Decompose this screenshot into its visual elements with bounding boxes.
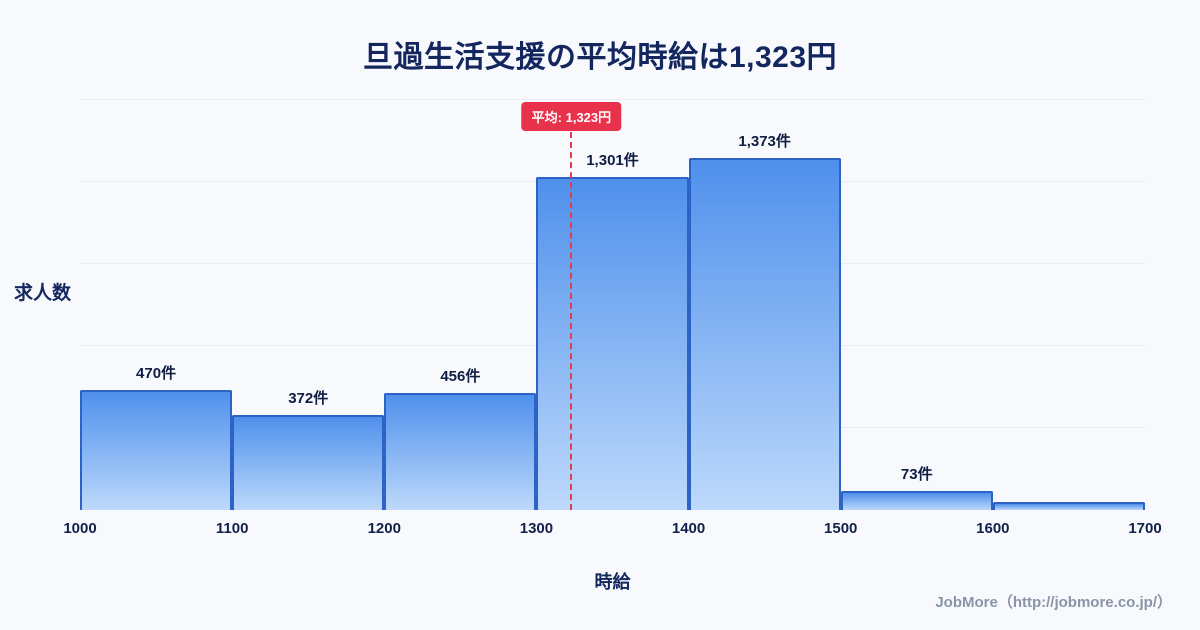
histogram-bar[interactable]	[536, 176, 689, 510]
histogram-bar[interactable]	[992, 502, 1145, 510]
bar-column: 73件	[840, 100, 993, 510]
footer-credit: JobMore（http://jobmore.co.jp/）	[935, 594, 1172, 611]
x-axis-label: 時給	[594, 572, 631, 592]
x-axis-ticks: 1000 1100 1200 1300 1400 1500 1600 1700	[63, 520, 1161, 540]
bar-column: 1,373件	[688, 100, 841, 510]
bar-value-label: 470件	[136, 364, 177, 382]
histogram-bar[interactable]	[384, 393, 537, 510]
y-axis-label: 求人数	[14, 283, 72, 304]
x-tick-label: 1200	[367, 520, 401, 537]
histogram-bar[interactable]	[80, 389, 233, 510]
bar-column: 1,301件	[536, 100, 689, 510]
bar-value-label: 372件	[288, 389, 329, 407]
bars-container: 470件 372件 456件 1,301件 1,373件 73件	[80, 100, 1145, 510]
x-tick-label: 1400	[671, 520, 706, 537]
x-tick-label: 1700	[1128, 520, 1162, 537]
x-tick-label: 1500	[824, 520, 858, 537]
x-tick-label: 1100	[215, 520, 249, 537]
average-badge: 平均: 1,323円	[521, 102, 622, 131]
average-line	[570, 132, 573, 510]
x-tick-label: 1600	[976, 520, 1010, 537]
plot-area: 470件 372件 456件 1,301件 1,373件 73件 平均: 1,323円	[80, 99, 1145, 510]
chart-title: 旦過生活支援の平均時給は1,323円	[362, 41, 838, 74]
bar-column: 372件	[232, 100, 385, 510]
bar-column: 470件	[80, 100, 233, 510]
bar-column	[992, 100, 1145, 510]
bar-value-label: 73件	[900, 466, 933, 484]
bar-value-label: 456件	[440, 368, 481, 386]
x-tick-label: 1000	[63, 520, 97, 537]
histogram-bar[interactable]	[688, 158, 841, 510]
bar-value-label: 1,301件	[586, 151, 639, 169]
bar-column: 456件	[384, 100, 537, 510]
bar-value-label: 1,373件	[738, 133, 791, 151]
histogram-bar[interactable]	[232, 414, 385, 510]
x-tick-label: 1300	[519, 520, 554, 537]
histogram-bar[interactable]	[840, 491, 993, 510]
gridline	[80, 99, 1145, 100]
